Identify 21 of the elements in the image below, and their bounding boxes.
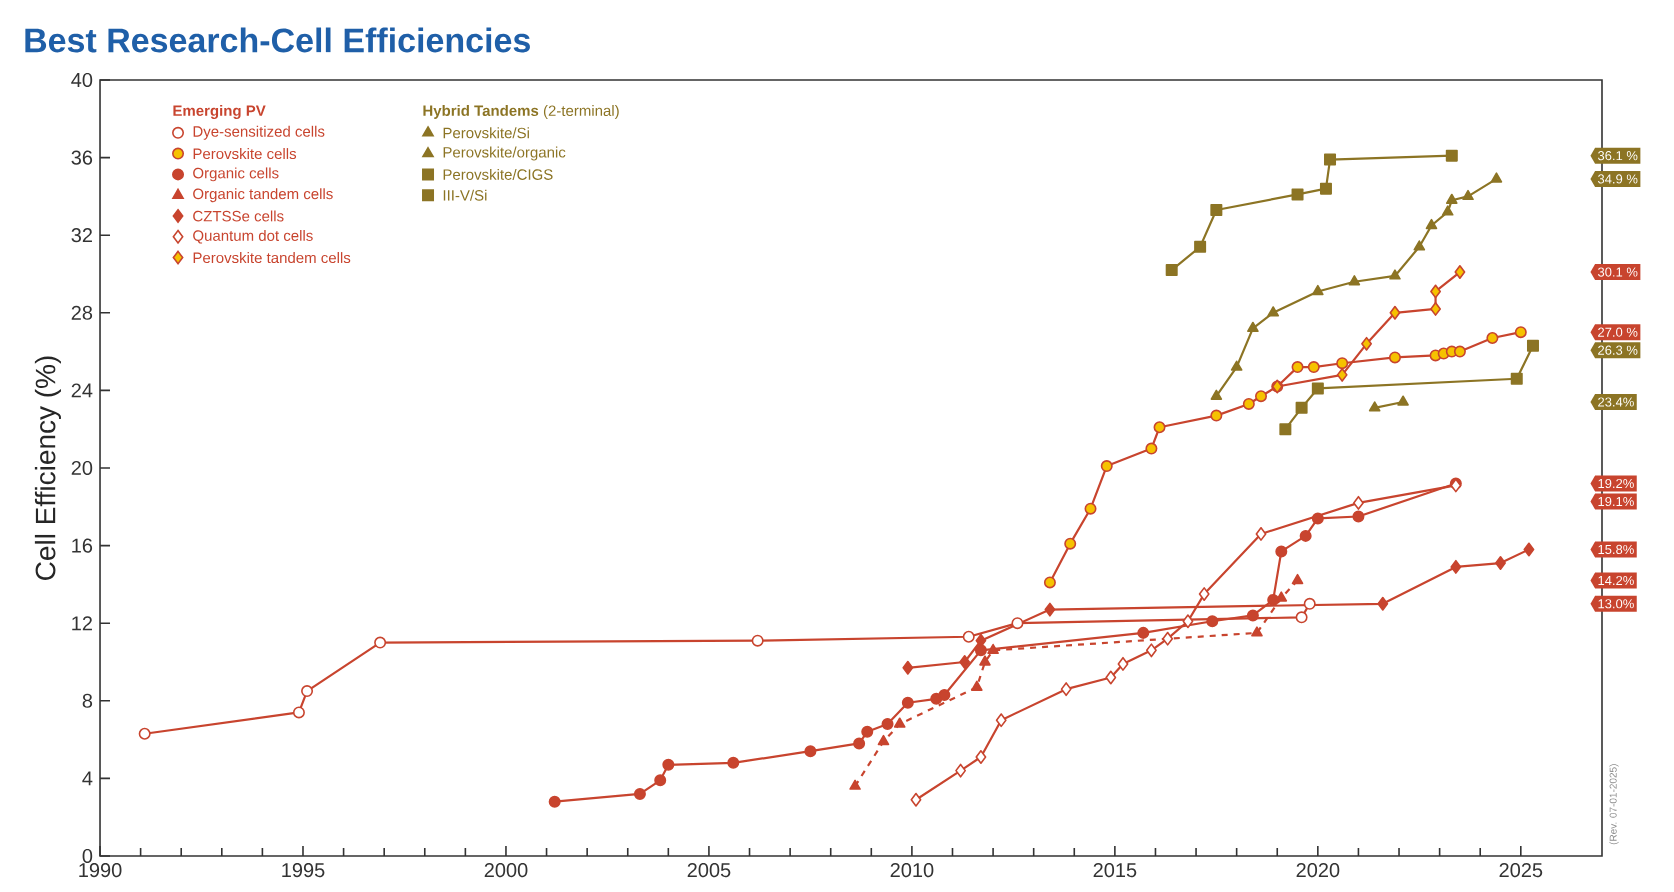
chart-title: Best Research-Cell Efficiencies: [25, 27, 530, 53]
y-tick-label: 28: [71, 305, 93, 320]
y-tick-label: 20: [71, 460, 93, 476]
x-tick-label: 2000: [484, 863, 528, 878]
y-tick-label: 36: [71, 150, 93, 165]
y-tick-label: 12: [72, 616, 92, 631]
y-tick-label: 32: [71, 228, 92, 243]
y-axis-title: Cell Efficiency (%): [34, 356, 61, 580]
x-tick-label: 2015: [1093, 863, 1137, 878]
y-tick-label: 24: [71, 383, 93, 398]
x-tick-label: 2025: [1499, 863, 1543, 878]
y-tick-label: 8: [82, 693, 93, 708]
y-tick-label: 16: [72, 538, 93, 553]
x-tick-label: 2020: [1296, 863, 1340, 878]
x-tick-label: 2005: [687, 863, 731, 878]
y-tick-label: 4: [82, 771, 93, 786]
x-tick-label: 1990: [79, 863, 122, 878]
x-tick-label: 2010: [890, 863, 934, 878]
x-tick-label: 1995: [282, 863, 325, 878]
y-tick-label: 40: [71, 72, 93, 88]
y-tick-label: 0: [82, 848, 93, 864]
